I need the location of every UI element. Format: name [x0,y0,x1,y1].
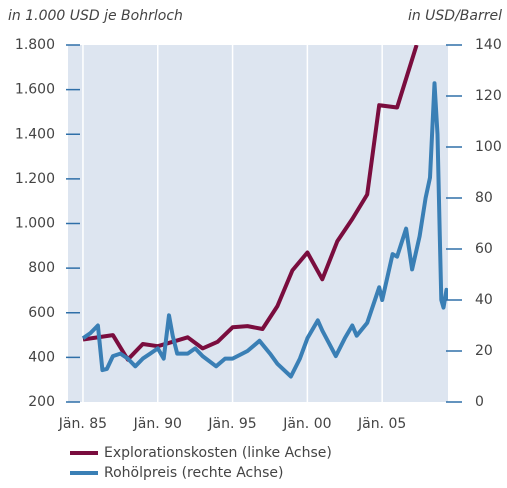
data-line [81,81,448,379]
y-tick-label: 1.800 [15,37,55,53]
y-tick-label: 400 [28,349,55,365]
x-tick-label: Jän. 00 [282,416,331,432]
y-tick-label: 1.400 [15,126,55,142]
y2-tick-label: 80 [475,190,493,206]
y2-tick-label: 20 [475,343,493,359]
y-tick-label: 1.600 [15,82,55,98]
y2-tick-label: 140 [475,37,502,53]
data-line [82,45,419,362]
x-tick-label: Jän. 90 [133,416,182,432]
y2-tick-label: 40 [475,292,493,308]
y2-axis-label: in USD/Barrel [408,8,502,24]
x-tick-label: Jän. 85 [58,416,107,432]
y-tick-label: 800 [28,260,55,276]
legend-label: Rohölpreis (rechte Achse) [104,465,284,481]
plot-area [68,45,448,402]
y2-tick-label: 60 [475,241,493,257]
y-tick-label: 600 [28,305,55,321]
x-tick-label: Jän. 05 [357,416,406,432]
x-tick-label: Jän. 95 [207,416,256,432]
y-tick-label: 1.200 [15,171,55,187]
legend-label: Explorationskosten (linke Achse) [104,445,332,461]
y-tick-label: 1.000 [15,216,55,232]
y2-tick-label: 100 [475,139,502,155]
y2-tick-label: 0 [475,394,484,410]
y-tick-label: 200 [28,394,55,410]
y-axis-label: in 1.000 USD je Bohrloch [8,8,183,24]
y2-tick-label: 120 [475,88,502,104]
